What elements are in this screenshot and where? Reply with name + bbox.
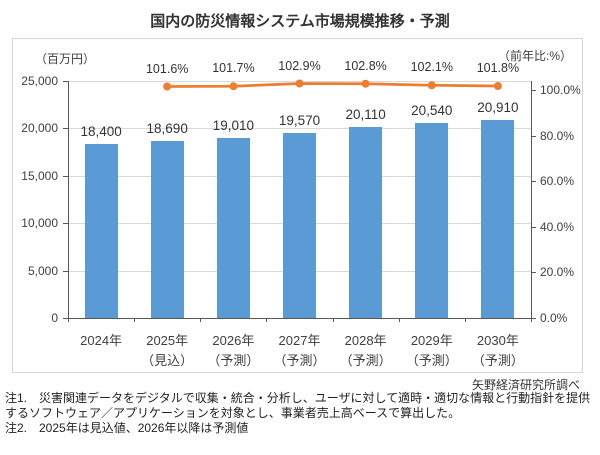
x-axis-tick — [68, 318, 69, 322]
chart-frame: （百万円） （前年比:%） 0 5,000 10,000 15,000 20,000 25… — [12, 38, 583, 373]
x-axis-sublabel: （見込） — [141, 353, 194, 368]
note-1: 注1. 災害関連データをデジタルで収集・統合・分析し、ユーザに対して適時・適切な… — [5, 391, 591, 420]
y-axis-right-tick — [531, 272, 536, 274]
x-axis-label: 2024年 — [80, 333, 123, 348]
line-marker — [229, 82, 238, 91]
y-axis-left-tick-label: 0 — [51, 311, 58, 325]
line-value-label: 101.6% — [145, 61, 189, 76]
line-value-label: 101.8% — [476, 61, 520, 75]
line-value-label: 102.8% — [344, 58, 387, 73]
y-axis-right-tick — [531, 318, 536, 319]
x-axis-label: 2027年 — [278, 333, 321, 348]
line-marker — [361, 79, 370, 88]
x-axis-tick — [332, 318, 334, 322]
bar-value-label: 18,400 — [80, 123, 122, 139]
line-marker — [493, 82, 502, 90]
y-axis-left-tick — [63, 128, 68, 130]
y-axis-left-tick — [63, 175, 68, 177]
y-axis-left-tick-label: 5,000 — [27, 263, 58, 278]
y-axis-right-tick-label: 40.0% — [540, 219, 575, 234]
y-axis-right-tick-label: 0.0% — [540, 311, 568, 325]
bar-value-label: 20,540 — [411, 103, 453, 119]
y-axis-left-tick — [63, 270, 68, 272]
y-axis-right-tick-label: 20.0% — [540, 265, 575, 280]
y-axis-right-line — [531, 81, 532, 318]
source-credit: 矢野経済研究所調べ — [471, 378, 580, 392]
y-axis-left-tick — [63, 81, 68, 82]
bar-value-label: 20,110 — [345, 107, 386, 123]
y-axis-left-tick — [63, 318, 68, 319]
y-axis-left-tick-label: 25,000 — [21, 74, 58, 88]
line-marker — [295, 79, 304, 88]
bar-value-label: 18,690 — [146, 120, 188, 136]
bar — [150, 140, 184, 318]
y-axis-left-line — [68, 81, 69, 318]
y-axis-right-tick — [531, 90, 536, 92]
bar-value-label: 19,010 — [212, 117, 255, 133]
y-axis-right-tick — [531, 226, 536, 228]
bar — [349, 127, 383, 318]
bar — [415, 123, 449, 318]
y-axis-left-tick-label: 10,000 — [21, 216, 58, 231]
y-axis-right-tick-label: 80.0% — [540, 128, 575, 143]
bar — [216, 137, 250, 318]
y-axis-left-tick — [63, 223, 68, 225]
bar — [84, 143, 118, 318]
left-axis-unit-label: （百万円） — [35, 52, 96, 66]
bar — [481, 119, 515, 318]
gridline — [68, 128, 531, 130]
note-2: 注2. 2025年は見込値、2026年以降は予測値 — [5, 421, 249, 435]
right-axis-unit-label: （前年比:%） — [497, 49, 572, 63]
x-axis-label: 2025年 — [146, 333, 189, 348]
y-axis-left-tick-label: 15,000 — [21, 168, 58, 183]
x-axis-label: 2026年 — [212, 333, 255, 348]
bar-value-label: 20,910 — [477, 99, 519, 115]
trend-line-path — [167, 82, 498, 88]
x-axis-label: 2028年 — [344, 333, 387, 348]
x-axis-tick — [200, 318, 202, 322]
y-axis-right-tick-label: 100.0% — [540, 83, 581, 98]
x-axis-label: 2029年 — [410, 333, 453, 348]
bar — [283, 132, 316, 318]
x-axis-sublabel: （予測） — [471, 353, 524, 368]
x-axis-tick — [464, 318, 466, 322]
trend-line — [163, 79, 502, 91]
line-value-label: 102.9% — [278, 58, 321, 73]
x-axis-tick — [134, 318, 136, 322]
x-axis-sublabel: （予測） — [405, 353, 458, 368]
y-axis-right-tick — [531, 135, 536, 137]
y-axis-left-tick-label: 20,000 — [21, 121, 58, 136]
x-axis-tick — [266, 318, 268, 322]
x-axis-tick — [398, 318, 400, 322]
line-marker — [427, 81, 436, 90]
line-value-label: 102.1% — [410, 60, 453, 75]
x-axis-tick — [531, 318, 532, 322]
x-axis-sublabel: （予測） — [273, 353, 326, 368]
x-axis-line — [68, 318, 532, 319]
x-axis-label: 2030年 — [476, 333, 519, 348]
x-axis-sublabel: （予測） — [339, 353, 392, 368]
y-axis-right-tick-label: 60.0% — [540, 174, 575, 189]
line-value-label: 101.7% — [212, 61, 255, 76]
line-marker — [163, 82, 172, 91]
bar-value-label: 19,570 — [278, 112, 321, 128]
chart-title: 国内の防災情報システム市場規模推移・予測 — [150, 13, 450, 30]
y-axis-right-tick — [531, 181, 536, 183]
x-axis-sublabel: （予測） — [207, 353, 260, 368]
